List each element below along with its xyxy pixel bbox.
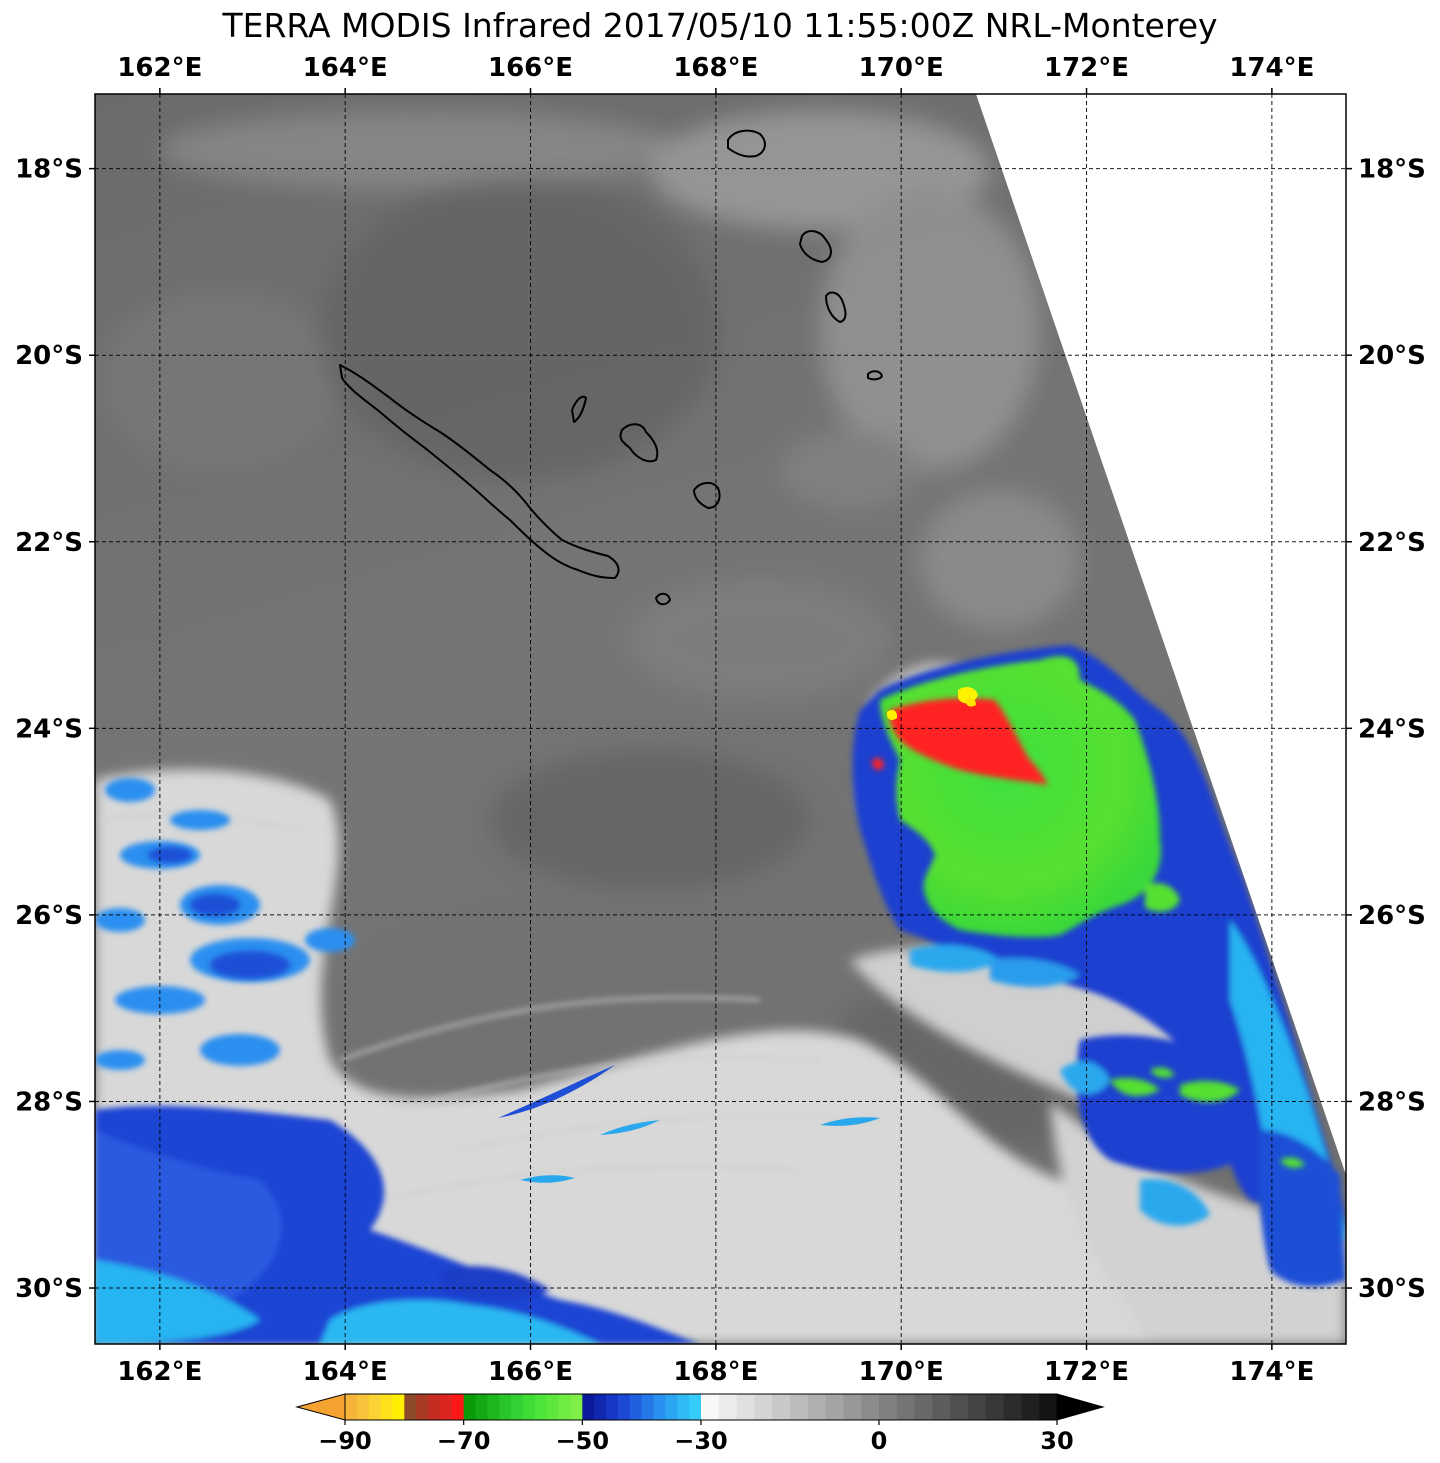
colorbar-segment [416, 1394, 429, 1420]
colorbar-tick-label: −30 [674, 1427, 728, 1455]
colorbar-segment [772, 1394, 791, 1420]
lat-tick-label: 22°S [1358, 528, 1426, 558]
colorbar-segment [629, 1394, 643, 1420]
colorbar-segment [736, 1394, 755, 1420]
latitude-labels-right: 18°S 20°S 22°S 24°S 26°S 28°S 30°S [1346, 155, 1426, 1304]
lat-tick-label: 30°S [15, 1274, 83, 1304]
colorbar-segment [1039, 1394, 1058, 1420]
colorbar-segment [534, 1394, 548, 1420]
colorbar-segment [380, 1394, 394, 1420]
lon-tick-label: 174°E [1229, 1357, 1314, 1387]
lat-tick-label: 30°S [1358, 1274, 1426, 1304]
colorbar-tick-label: −50 [556, 1427, 610, 1455]
latitude-labels-left: 18°S 20°S 22°S 24°S 26°S 28°S 30°S [15, 155, 95, 1304]
coastlines [339, 129, 883, 606]
colorbar-segment [807, 1394, 827, 1420]
map-title: TERRA MODIS Infrared 2017/05/10 11:55:00… [222, 6, 1218, 45]
colorbar-segment [356, 1394, 370, 1420]
colorbar-segment [653, 1394, 666, 1420]
lon-tick-label: 174°E [1229, 53, 1314, 83]
colorbar-segment [985, 1394, 1005, 1420]
colorbar-tick-label: −70 [437, 1427, 491, 1455]
lat-tick-label: 20°S [1358, 341, 1426, 371]
lon-tick-label: 164°E [303, 1357, 388, 1387]
colorbar-segment [825, 1394, 844, 1420]
colorbar-segment [594, 1394, 607, 1420]
colorbar-segments [344, 1393, 1058, 1421]
colorbar-segment [790, 1394, 809, 1420]
colorbar-segment [1021, 1394, 1040, 1420]
colorbar-segment [950, 1394, 969, 1420]
lat-tick-label: 20°S [15, 341, 83, 371]
colorbar-tick-label: −90 [318, 1427, 372, 1455]
colorbar-segment [499, 1394, 512, 1420]
colorbar-segment [404, 1394, 417, 1420]
lat-tick-label: 18°S [1358, 155, 1426, 185]
colorbar-segment [606, 1394, 619, 1420]
colorbar-segment [451, 1394, 465, 1420]
lat-tick-label: 28°S [1358, 1087, 1426, 1117]
colorbar-segment [641, 1394, 655, 1420]
colorbar-segment [463, 1394, 477, 1420]
longitude-labels-bottom: 162°E 164°E 166°E 168°E 170°E 172°E 174°E [117, 1344, 1314, 1387]
colorbar-segment [689, 1394, 702, 1420]
lat-tick-label: 26°S [15, 901, 83, 931]
colorbar-segment [617, 1394, 631, 1420]
colorbar-over-triangle-icon [1056, 1393, 1105, 1421]
colorbar-segment [896, 1394, 916, 1420]
colorbar-segment [582, 1394, 595, 1420]
colorbar-segment [665, 1394, 678, 1420]
lat-tick-label: 24°S [1358, 714, 1426, 744]
lat-tick-label: 22°S [15, 528, 83, 558]
colorbar-segment [843, 1394, 862, 1420]
longitude-labels-top: 162°E 164°E 166°E 168°E 170°E 172°E 174°E [117, 53, 1314, 94]
colorbar-segment [439, 1394, 453, 1420]
colorbar-tick-label: 0 [871, 1427, 888, 1455]
colorbar-segment [701, 1394, 720, 1420]
colorbar-segment [932, 1394, 951, 1420]
colorbar-segment [968, 1394, 987, 1420]
map-frame [94, 93, 1347, 1345]
lon-tick-label: 164°E [303, 53, 388, 83]
lon-tick-label: 168°E [673, 1357, 758, 1387]
infrared-imagery [95, 94, 1346, 1344]
lon-tick-label: 166°E [488, 1357, 573, 1387]
lon-tick-label: 166°E [488, 53, 573, 83]
lon-tick-label: 162°E [117, 1357, 202, 1387]
temperature-colorbar: −90 −70 −50 −30 0 30 [295, 1393, 1105, 1455]
colorbar-segment [546, 1394, 560, 1420]
lon-tick-label: 162°E [117, 53, 202, 83]
colorbar-segment [487, 1394, 500, 1420]
colorbar-segment [570, 1394, 583, 1420]
colorbar-segment [861, 1394, 880, 1420]
colorbar-segment [677, 1394, 690, 1420]
graticule [95, 94, 1346, 1344]
colorbar-segment [523, 1394, 536, 1420]
colorbar-segment [428, 1394, 441, 1420]
colorbar-under-triangle-icon [295, 1393, 346, 1421]
lon-tick-label: 172°E [1044, 1357, 1129, 1387]
colorbar-segment [1003, 1394, 1022, 1420]
colorbar-segment [914, 1394, 933, 1420]
colorbar-segment [475, 1394, 488, 1420]
colorbar-segment [392, 1394, 405, 1420]
lat-tick-label: 26°S [1358, 901, 1426, 931]
lat-tick-label: 28°S [15, 1087, 83, 1117]
lon-tick-label: 172°E [1044, 53, 1129, 83]
colorbar-tick-labels: −90 −70 −50 −30 0 30 [318, 1420, 1074, 1455]
colorbar-segment [511, 1394, 524, 1420]
lat-tick-label: 24°S [15, 714, 83, 744]
colorbar-segment [345, 1394, 358, 1420]
lon-tick-label: 170°E [859, 1357, 944, 1387]
colorbar-tick-label: 30 [1040, 1427, 1073, 1455]
colorbar-segment [718, 1394, 738, 1420]
lat-tick-label: 18°S [15, 155, 83, 185]
lon-tick-label: 170°E [859, 53, 944, 83]
colorbar-segment [558, 1394, 572, 1420]
colorbar-segment [368, 1394, 382, 1420]
lon-tick-label: 168°E [673, 53, 758, 83]
colorbar-segment [754, 1394, 773, 1420]
colorbar-segment [879, 1394, 898, 1420]
